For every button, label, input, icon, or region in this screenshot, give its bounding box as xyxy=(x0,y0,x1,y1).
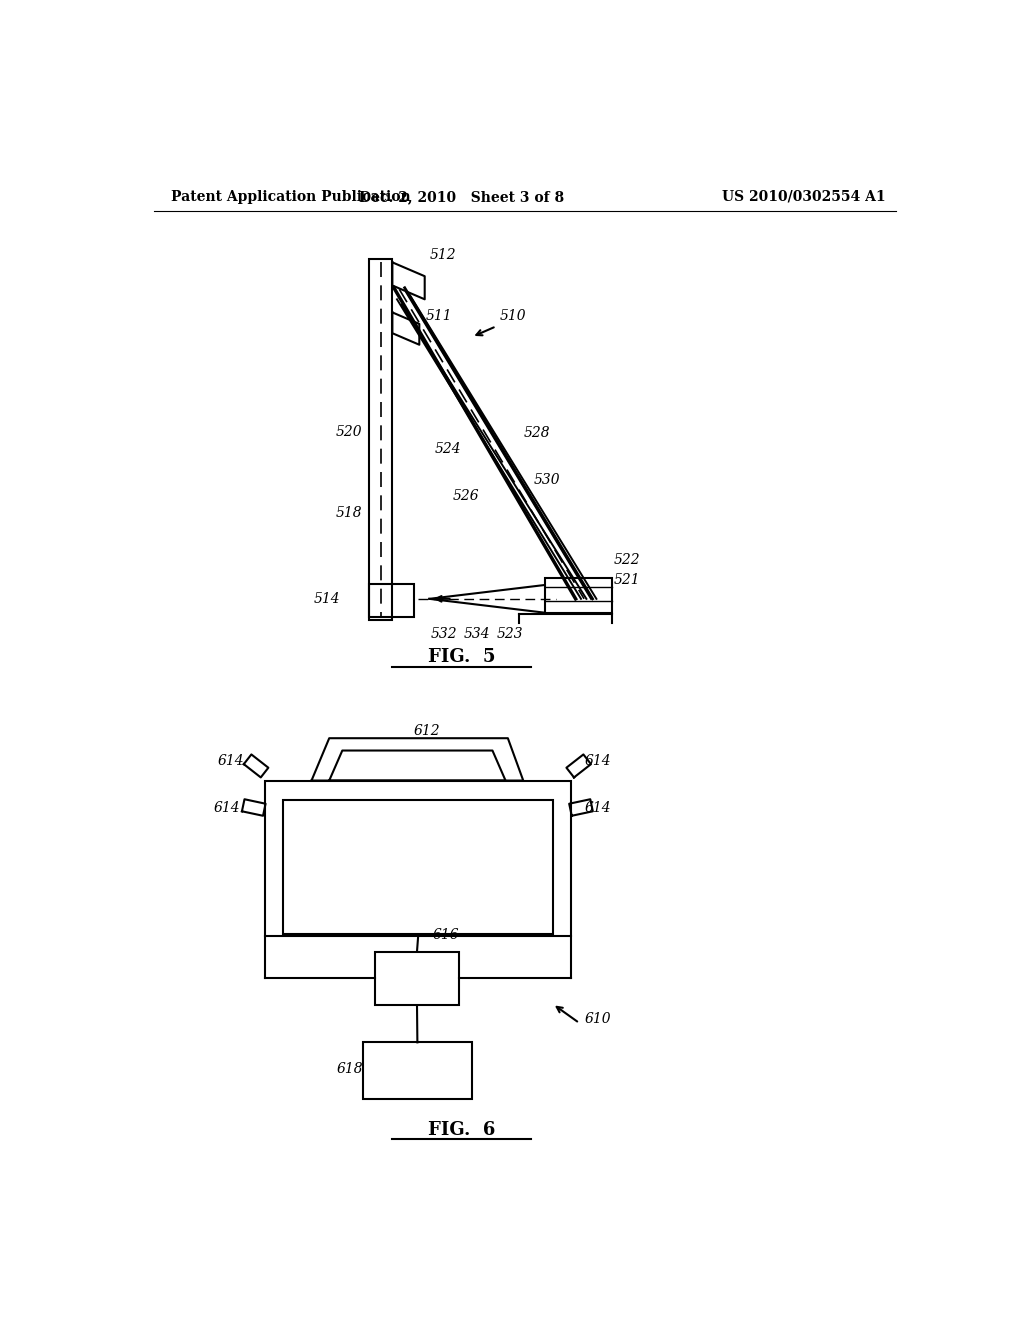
Text: 520: 520 xyxy=(336,425,362,438)
Bar xyxy=(370,585,414,618)
Bar xyxy=(364,1043,472,1100)
Bar xyxy=(265,780,571,936)
Text: 514: 514 xyxy=(313,591,340,606)
Text: 618: 618 xyxy=(336,1061,362,1076)
Text: 610: 610 xyxy=(585,1012,611,1026)
Text: 614: 614 xyxy=(217,754,244,768)
Text: 522: 522 xyxy=(614,553,641,568)
Text: 534: 534 xyxy=(463,627,489,642)
Text: Dec. 2, 2010   Sheet 3 of 8: Dec. 2, 2010 Sheet 3 of 8 xyxy=(359,190,564,203)
Text: 521: 521 xyxy=(614,573,641,587)
Text: FIG.  5: FIG. 5 xyxy=(428,648,496,667)
Text: 614: 614 xyxy=(585,800,611,814)
Text: 524: 524 xyxy=(435,442,462,457)
Text: 532: 532 xyxy=(431,627,458,642)
Text: 530: 530 xyxy=(534,474,560,487)
Text: 512: 512 xyxy=(429,248,456,261)
Text: US 2010/0302554 A1: US 2010/0302554 A1 xyxy=(722,190,885,203)
Bar xyxy=(370,259,392,620)
Text: FIG.  6: FIG. 6 xyxy=(428,1121,496,1139)
Text: 523: 523 xyxy=(497,627,523,642)
Text: 526: 526 xyxy=(453,488,479,503)
Text: 528: 528 xyxy=(523,426,550,441)
Text: 511: 511 xyxy=(425,309,452,323)
Text: 616: 616 xyxy=(432,928,459,941)
Text: 614: 614 xyxy=(214,800,241,814)
Bar xyxy=(283,800,553,933)
Text: 510: 510 xyxy=(500,309,526,323)
Text: Patent Application Publication: Patent Application Publication xyxy=(171,190,411,203)
Bar xyxy=(545,578,611,612)
Text: 612: 612 xyxy=(414,725,440,738)
Text: 518: 518 xyxy=(336,506,362,520)
Bar xyxy=(376,952,459,1006)
Text: 614: 614 xyxy=(585,754,611,768)
